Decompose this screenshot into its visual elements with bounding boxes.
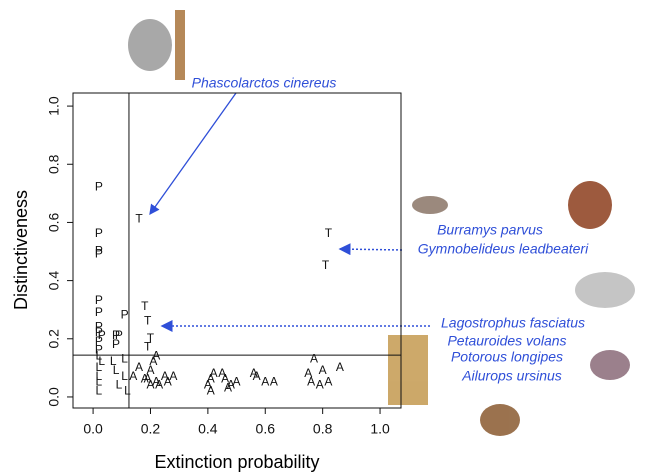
point: A [141,372,149,386]
point: L [121,351,128,365]
point: A [155,377,163,391]
annotation: Ailurops ursinus [461,368,562,384]
y-tick-label: 0.0 [46,387,62,407]
point: A [164,375,172,389]
point: L [121,369,128,383]
x-tick-label: 0.2 [141,421,161,437]
point: A [129,369,137,383]
point: P [121,308,129,322]
annotation: Lagostrophus fasciatus [441,315,585,331]
point: P [95,247,103,261]
y-tick-label: 1.0 [46,96,62,116]
annotation: Phascolarctos cinereus [192,75,337,91]
x-tick-label: 0.4 [198,421,218,437]
point: P [95,180,103,194]
point: L [124,383,131,397]
point: A [324,375,332,389]
point: A [261,375,269,389]
x-tick-label: 0.0 [83,421,103,437]
point: L [95,383,102,397]
y-axis-label: Distinctiveness [11,190,31,310]
point: A [207,383,215,397]
point: T [144,340,152,354]
annotation: Burramys parvus [437,222,543,238]
point: P [112,337,120,351]
point: A [336,360,344,374]
point: T [325,226,333,240]
point: A [310,351,318,365]
point: L [116,377,123,391]
point: L [113,363,120,377]
x-tick-label: 1.0 [370,421,390,437]
point: T [141,299,149,313]
arrow [340,249,402,250]
point: A [253,369,261,383]
annotation: Potorous longipes [451,349,563,365]
y-tick-label: 0.4 [46,271,62,291]
chart: Phascolarctos cinereus Burramys parvus G… [0,0,658,475]
y-tick-label: 0.2 [46,329,62,349]
point: T [135,212,143,226]
annotation: Gymnobelideus leadbeateri [418,241,589,257]
arrow [150,93,236,214]
x-tick-label: 0.8 [313,421,333,437]
x-axis-label: Extinction probability [154,452,319,472]
y-tick-label: 0.6 [46,212,62,232]
point: A [270,375,278,389]
annotation: Petauroides volans [447,333,566,349]
point: T [144,313,152,327]
point: P [95,226,103,240]
point: P [95,305,103,319]
point: A [307,375,315,389]
x-tick-label: 0.6 [256,421,276,437]
point: A [316,377,324,391]
y-tick-label: 0.8 [46,154,62,174]
point: T [322,258,330,272]
point: A [233,375,241,389]
point: A [224,380,232,394]
